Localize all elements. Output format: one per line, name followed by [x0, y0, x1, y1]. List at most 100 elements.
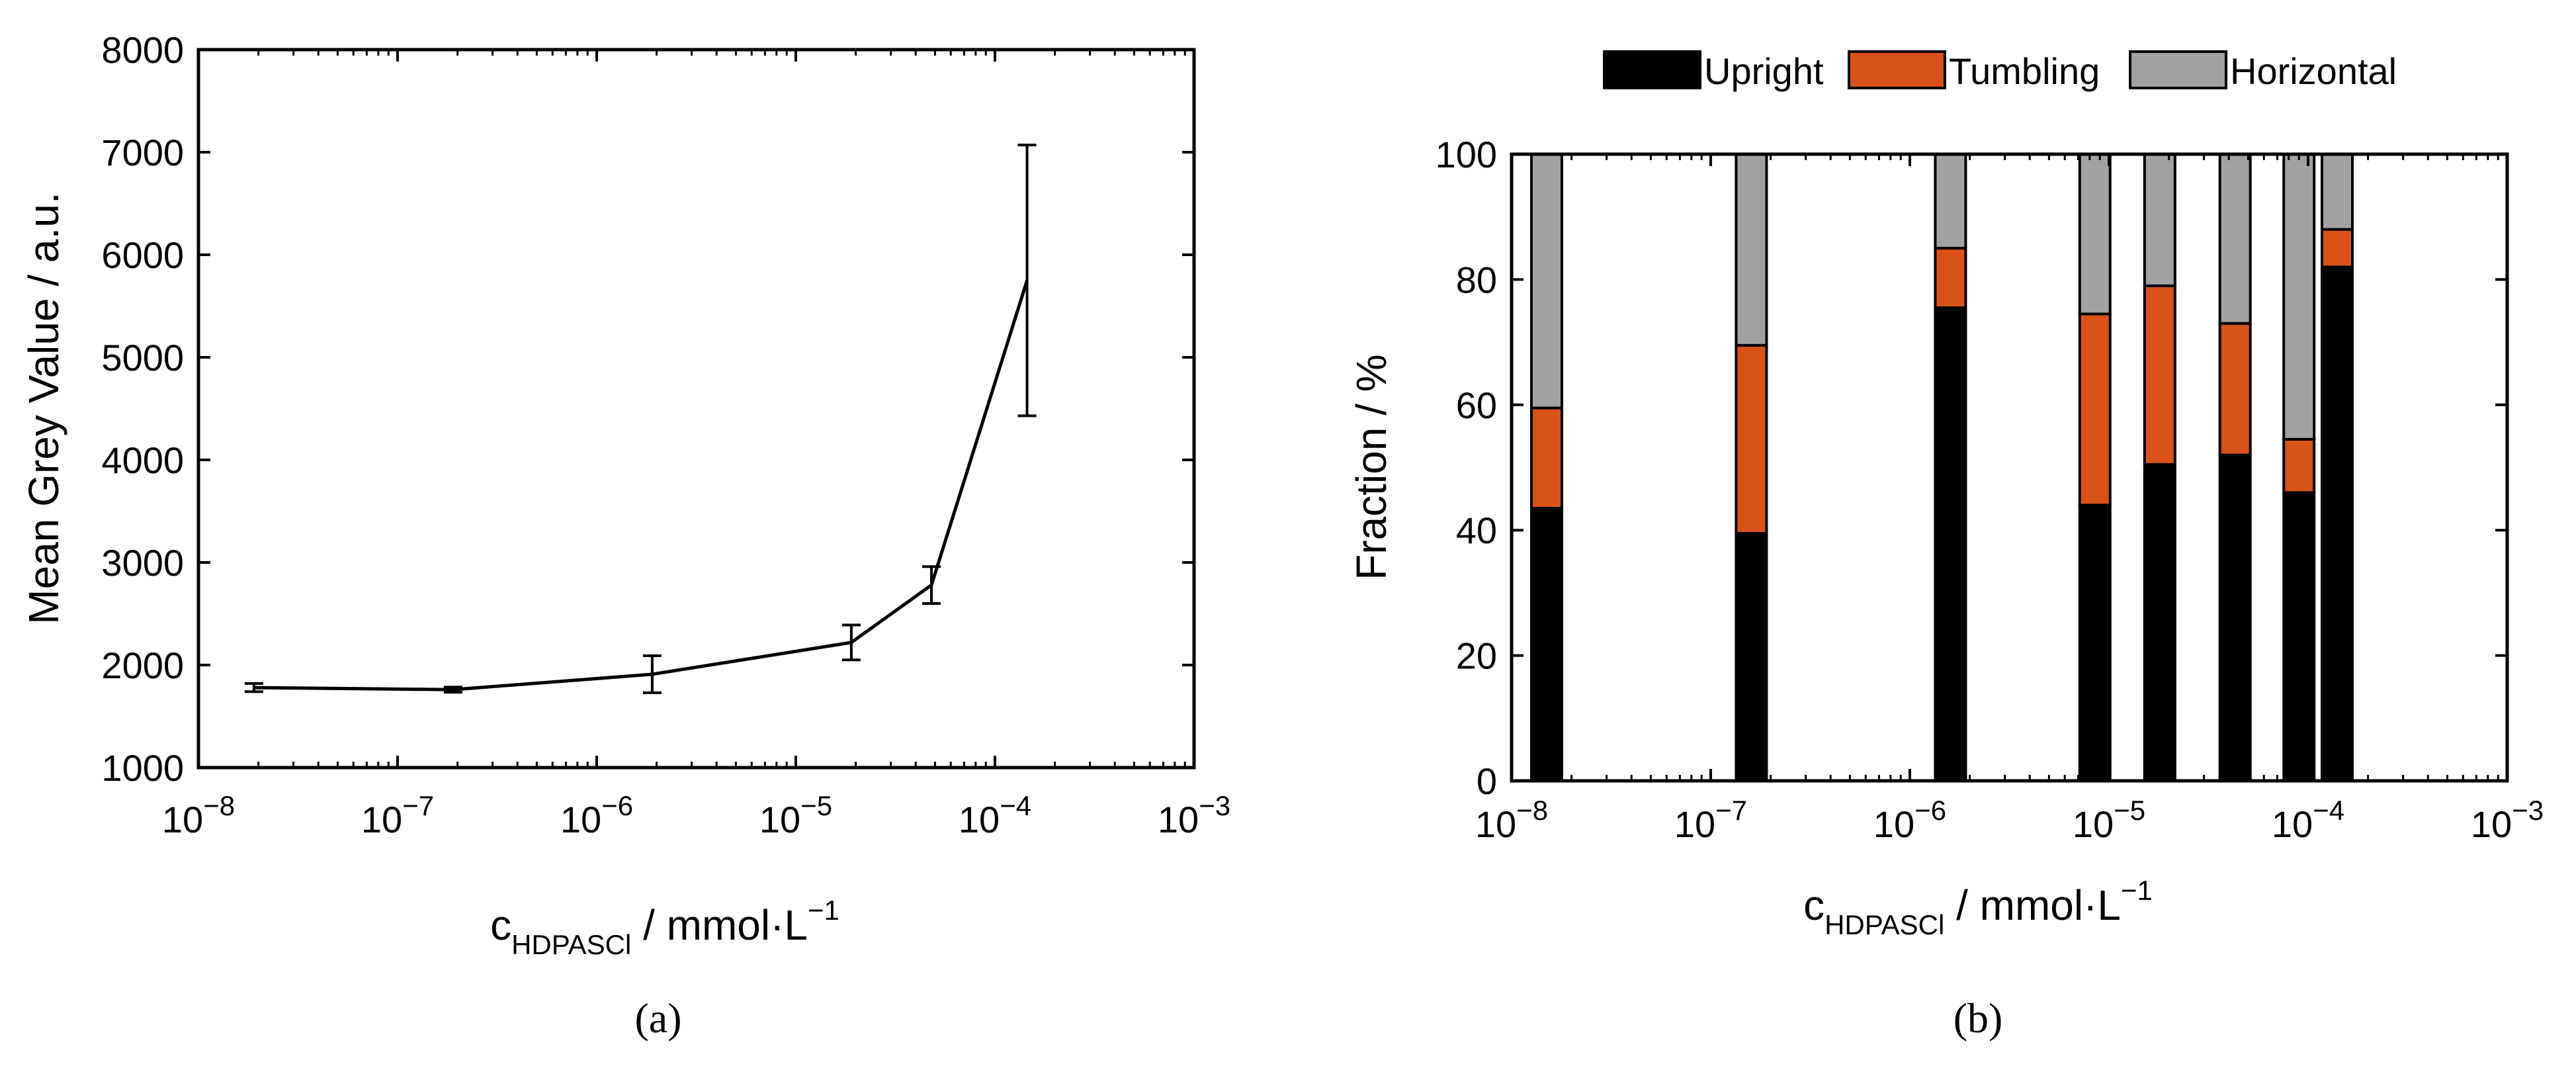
bar-segment-upright: [2320, 265, 2354, 782]
bar-segment-tumbling: [2218, 322, 2252, 457]
panel-b-x-title-superscript: −1: [2121, 875, 2153, 906]
bar-segment-tumbling: [1530, 406, 1564, 510]
panel-b-x-tick-exponent: −3: [2512, 795, 2544, 826]
panel-b-x-tick-label: 10−8: [1475, 795, 1548, 845]
panel-b-x-tick-label: 10−6: [1873, 795, 1946, 845]
panel-b-x-axis-title: cHDPASCl / mmol·L−1: [1803, 875, 2153, 940]
legend-swatch-upright: [1603, 50, 1701, 89]
bar-segment-tumbling: [2143, 284, 2176, 466]
bar-segment-upright: [2218, 453, 2252, 782]
panel-a-x-tick-exponent: −6: [601, 790, 633, 821]
panel-b-x-title-subscript: HDPASCl: [1825, 909, 1944, 940]
panel-b-x-tick-base: 10: [1873, 803, 1914, 845]
panel-a-x-tick-base: 10: [1158, 799, 1199, 840]
panel-b-x-tick-exponent: −8: [1516, 795, 1548, 826]
panel-a-axes-frame: [196, 48, 1196, 770]
panel-a-x-tick-label: 10−4: [959, 790, 1031, 840]
panel-a-y-tick-label: 4000: [101, 439, 184, 481]
panel-b-y-axis-title: Fraction / %: [1348, 354, 1395, 580]
bar-segment-horizontal: [2282, 153, 2316, 441]
legend-label-upright: Upright: [1704, 50, 1824, 92]
panel-a-x-axis-title: cHDPASCl / mmol·L−1: [490, 895, 839, 960]
panel-a-y-tick-label: 5000: [101, 337, 184, 379]
panel-a-x-tick-base: 10: [162, 799, 203, 840]
legend-label-horizontal: Horizontal: [2230, 50, 2397, 92]
panel-a-x-tick-label: 10−7: [361, 790, 434, 840]
bar-segment-tumbling: [1735, 343, 1768, 535]
bar-segment-horizontal: [2143, 153, 2176, 287]
bar-segment-upright: [2282, 491, 2316, 782]
panel-a-x-tick-exponent: −7: [402, 790, 434, 821]
bar-segment-horizontal: [1934, 153, 1967, 250]
panel-a-x-tick-base: 10: [959, 799, 1000, 840]
panel-b-y-tick-label: 0: [1477, 760, 1497, 802]
panel-a-y-axis-title: Mean Grey Value / a.u.: [20, 192, 67, 624]
panel-b-x-tick-exponent: −6: [1914, 795, 1946, 826]
panel-a-y-tick-label: 8000: [101, 29, 184, 71]
panel-b-plot-area: [1530, 153, 2354, 782]
panel-a-x-tick-label: 10−6: [560, 790, 633, 840]
panel-a-x-title-main: c: [490, 901, 511, 949]
panel-b-x-tick-label: 10−5: [2073, 795, 2145, 845]
bar-segment-tumbling: [1934, 247, 1967, 310]
bar-segment-horizontal: [2320, 153, 2354, 231]
bar-segment-horizontal: [1735, 153, 1768, 347]
panel-a-x-tick-label: 10−5: [759, 790, 832, 840]
bar-segment-horizontal: [2078, 153, 2112, 316]
panel-a-y-tick-label: 6000: [101, 234, 184, 276]
panel-b-y-tick-label: 80: [1456, 259, 1497, 300]
legend-swatch-tumbling: [1848, 50, 1946, 89]
bar-segment-upright: [2078, 504, 2112, 782]
panel-a-x-tick-exponent: −8: [203, 790, 235, 821]
bar-segment-tumbling: [2078, 312, 2112, 507]
panel-b-x-tick-base: 10: [2073, 803, 2114, 845]
panel-a-x-tick-label: 10−3: [1158, 790, 1230, 840]
panel-b-x-tick-label: 10−3: [2471, 795, 2544, 845]
bar-segment-horizontal: [1530, 153, 1564, 410]
panel-a-x-title-subscript: HDPASCl: [511, 929, 631, 960]
panel-b-legend: Upright Tumbling Horizontal: [1603, 50, 2397, 92]
panel-b-x-tick-exponent: −7: [1715, 795, 1747, 826]
panel-a-series-line: [253, 280, 1029, 691]
panel-a-x-tick-exponent: −5: [800, 790, 832, 821]
panel-b-y-tick-label: 100: [1436, 134, 1497, 175]
bar-segment-upright: [1735, 531, 1768, 782]
bar-segment-upright: [1530, 507, 1564, 782]
bar-segment-horizontal: [2218, 153, 2252, 325]
panel-b-x-tick-base: 10: [2272, 803, 2313, 845]
panel-b-x-title-rest: / mmol·L: [1944, 881, 2121, 929]
panel-a-label: (a): [634, 995, 681, 1042]
panel-b-y-tick-label: 40: [1456, 510, 1497, 551]
panel-b-x-tick-base: 10: [1674, 803, 1715, 845]
panel-a-y-tick-label: 3000: [101, 542, 184, 584]
panel-b-label: (b): [1953, 995, 2003, 1042]
legend-label-tumbling: Tumbling: [1949, 50, 2100, 92]
panel-a-x-tick-base: 10: [759, 799, 800, 840]
panel-b-x-tick-exponent: −4: [2313, 795, 2344, 826]
panel-b-x-tick-label: 10−4: [2272, 795, 2344, 845]
panel-a-x-title-superscript: −1: [808, 895, 839, 926]
panel-a-y-tick-label: 1000: [101, 747, 184, 789]
bar-segment-tumbling: [2282, 437, 2316, 494]
panel-a-x-tick-base: 10: [560, 799, 601, 840]
panel-b-x-tick-base: 10: [2471, 803, 2512, 845]
bar-segment-upright: [2143, 463, 2176, 782]
panel-a-x-tick-exponent: −3: [1199, 790, 1230, 821]
panel-b-y-tick-label: 20: [1456, 635, 1497, 677]
panel-a-x-title-rest: / mmol·L: [631, 901, 808, 949]
panel-a-x-tick-exponent: −4: [1000, 790, 1031, 821]
panel-b-x-tick-exponent: −5: [2114, 795, 2145, 826]
panel-b-x-tick-label: 10−7: [1674, 795, 1747, 845]
panel-b-axes-frame: [1510, 152, 2509, 783]
panel-a-plot-area: [244, 144, 1037, 694]
legend-swatch-horizontal: [2129, 50, 2227, 89]
panel-a-x-tick-label: 10−8: [162, 790, 235, 840]
bar-segment-upright: [1934, 306, 1967, 782]
panel-a-x-tick-base: 10: [361, 799, 402, 840]
panel-b-y-tick-label: 60: [1456, 384, 1497, 426]
